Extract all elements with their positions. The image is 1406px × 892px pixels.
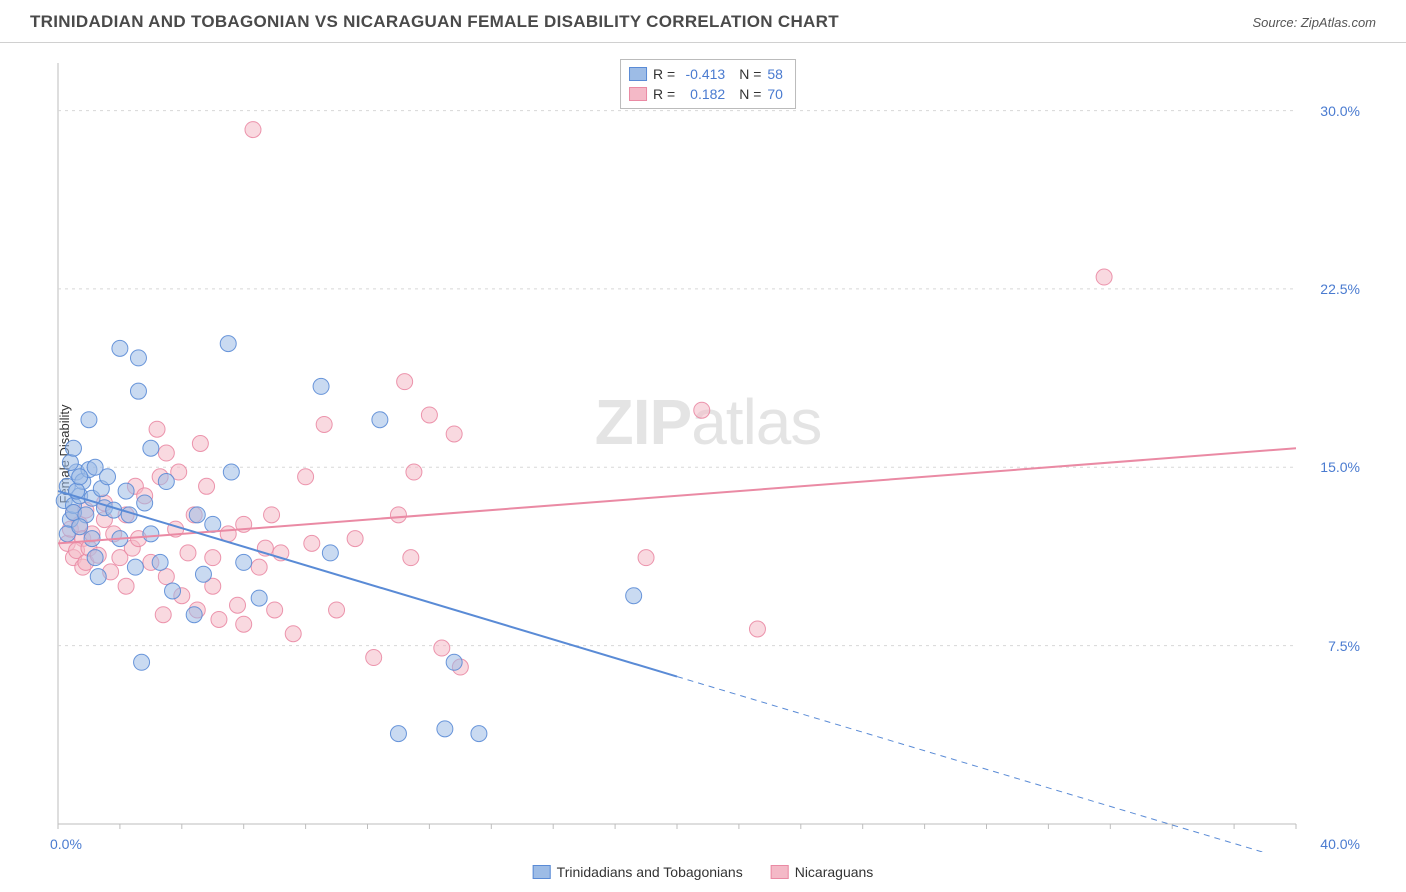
y-tick-label: 7.5% bbox=[1328, 638, 1360, 654]
stat-r-label: R = bbox=[653, 64, 675, 84]
stat-r-value-a: -0.413 bbox=[681, 64, 725, 84]
chart-header: TRINIDADIAN AND TOBAGONIAN VS NICARAGUAN… bbox=[0, 0, 1406, 43]
x-axis-min-label: 0.0% bbox=[50, 836, 82, 852]
chart-area: Female Disability ZIPatlas R = -0.413 N … bbox=[50, 55, 1366, 852]
swatch-series-a bbox=[629, 67, 647, 81]
stat-n-value-b: 70 bbox=[767, 84, 783, 104]
legend-swatch-a bbox=[533, 865, 551, 879]
legend-item-series-b: Nicaraguans bbox=[771, 864, 874, 880]
stat-r-value-b: 0.182 bbox=[681, 84, 725, 104]
stats-row-series-a: R = -0.413 N = 58 bbox=[629, 64, 783, 84]
swatch-series-b bbox=[629, 87, 647, 101]
stat-n-label: N = bbox=[739, 64, 761, 84]
stats-legend-box: R = -0.413 N = 58 R = 0.182 N = 70 bbox=[620, 59, 796, 109]
stat-n-value-a: 58 bbox=[767, 64, 783, 84]
stats-row-series-b: R = 0.182 N = 70 bbox=[629, 84, 783, 104]
y-tick-label: 22.5% bbox=[1320, 281, 1360, 297]
legend-item-series-a: Trinidadians and Tobagonians bbox=[533, 864, 743, 880]
bottom-legend: Trinidadians and Tobagonians Nicaraguans bbox=[533, 864, 874, 880]
scatter-plot bbox=[50, 55, 1366, 852]
stat-r-label: R = bbox=[653, 84, 675, 104]
chart-source: Source: ZipAtlas.com bbox=[1252, 15, 1376, 30]
legend-label-a: Trinidadians and Tobagonians bbox=[557, 864, 743, 880]
y-tick-label: 15.0% bbox=[1320, 459, 1360, 475]
legend-label-b: Nicaraguans bbox=[795, 864, 874, 880]
x-axis-max-label: 40.0% bbox=[1320, 836, 1360, 852]
stat-n-label: N = bbox=[739, 84, 761, 104]
chart-title: TRINIDADIAN AND TOBAGONIAN VS NICARAGUAN… bbox=[30, 12, 839, 32]
y-tick-label: 30.0% bbox=[1320, 103, 1360, 119]
legend-swatch-b bbox=[771, 865, 789, 879]
